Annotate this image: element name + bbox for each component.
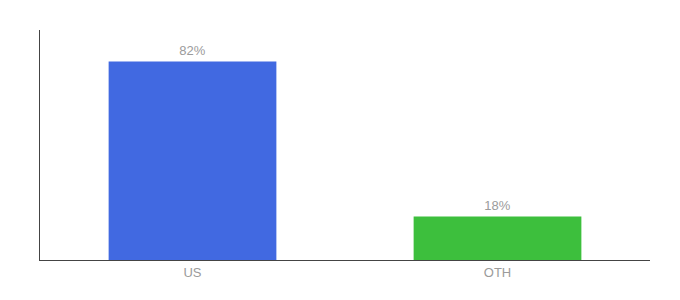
svg-text:US: US [183, 265, 201, 280]
svg-text:OTH: OTH [484, 265, 511, 280]
svg-text:82%: 82% [179, 43, 205, 58]
svg-text:18%: 18% [484, 198, 510, 213]
